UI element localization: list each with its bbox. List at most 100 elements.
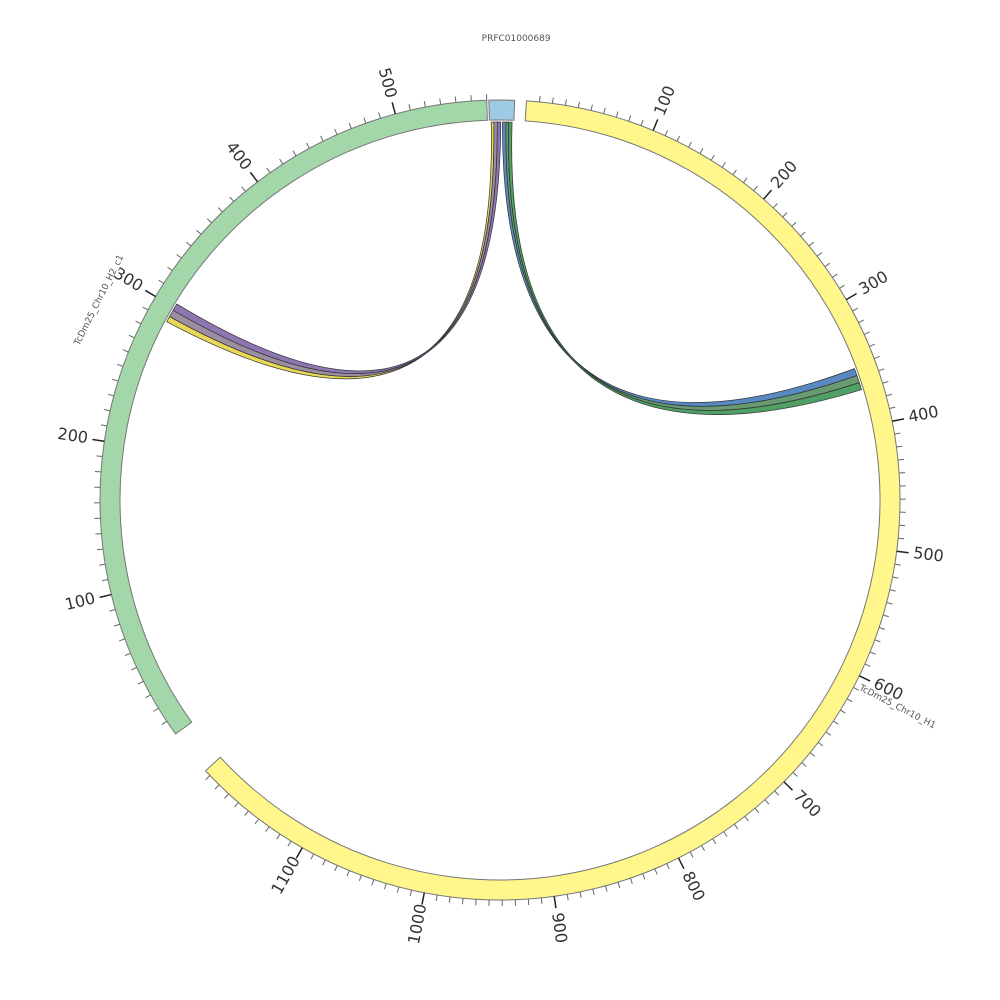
minor-tick-h2: [99, 563, 106, 566]
major-tick-h1: [652, 119, 659, 131]
minor-tick-h1: [577, 101, 580, 108]
tick-label-h2: 200: [56, 424, 89, 447]
minor-tick-h2: [131, 666, 137, 671]
minor-tick-h2: [95, 533, 102, 535]
tick-label-h1: 300: [855, 267, 891, 299]
minor-tick-h1: [754, 807, 760, 814]
major-tick-h1: [858, 675, 871, 682]
minor-tick-h1: [863, 331, 870, 335]
minor-tick-h1: [898, 537, 905, 540]
minor-tick-h1: [699, 148, 704, 154]
minor-tick-h1: [808, 241, 814, 247]
major-tick-h1: [896, 550, 909, 554]
minor-tick-h2: [408, 104, 411, 111]
minor-tick-h2: [137, 680, 144, 685]
minor-tick-h2: [100, 424, 107, 427]
minor-tick-h1: [869, 651, 876, 655]
minor-tick-h1: [244, 810, 249, 816]
tick-label-h1: 500: [912, 543, 945, 566]
link-ribbon-1: [169, 121, 498, 377]
minor-tick-h2: [229, 196, 235, 202]
minor-tick-h2: [363, 117, 367, 124]
major-tick-h1: [421, 892, 426, 905]
minor-tick-h2: [320, 135, 324, 142]
minor-tick-h1: [712, 838, 717, 845]
minor-tick-h2: [292, 150, 297, 157]
minor-tick-h1: [409, 889, 412, 897]
minor-tick-h2: [348, 122, 352, 129]
minor-tick-h2: [306, 142, 310, 149]
minor-tick-h1: [629, 877, 633, 884]
minor-tick-h1: [723, 831, 728, 837]
minor-tick-h2: [135, 320, 142, 325]
minor-tick-h1: [832, 273, 838, 278]
minor-tick-h2: [334, 128, 338, 135]
segment-h1: [204, 100, 901, 901]
minor-tick-h1: [334, 865, 338, 872]
minor-tick-h2: [119, 638, 126, 642]
minor-tick-h1: [205, 775, 211, 781]
minor-tick-h1: [287, 840, 292, 847]
minor-tick-h1: [878, 626, 885, 630]
minor-tick-h1: [764, 799, 770, 805]
major-tick-h2: [92, 438, 105, 442]
minor-tick-h1: [224, 793, 229, 799]
minor-tick-h1: [676, 135, 681, 142]
minor-tick-h1: [540, 897, 543, 904]
minor-tick-h1: [254, 818, 260, 825]
minor-tick-h1: [664, 130, 669, 136]
minor-tick-h1: [628, 115, 632, 122]
major-tick-h1: [553, 896, 557, 909]
minor-tick-h1: [214, 784, 220, 790]
minor-tick-h1: [346, 870, 350, 877]
minor-tick-h1: [462, 898, 464, 905]
minor-tick-h2: [113, 623, 120, 627]
minor-tick-h1: [772, 203, 778, 209]
minor-tick-h2: [107, 393, 114, 397]
minor-tick-h1: [592, 888, 595, 896]
minor-tick-h1: [710, 154, 715, 161]
major-tick-h2: [99, 593, 112, 599]
minor-tick-h1: [874, 639, 881, 643]
minor-tick-h1: [617, 882, 621, 889]
segment-prfc: [488, 99, 516, 121]
minor-tick-h1: [552, 97, 554, 104]
minor-tick-h1: [894, 432, 901, 435]
tick-label-h2: 400: [222, 138, 256, 174]
minor-tick-h1: [322, 859, 326, 866]
major-tick-h1: [677, 857, 685, 870]
minor-tick-h1: [864, 663, 871, 667]
minor-tick-h1: [396, 886, 400, 893]
minor-tick-h1: [801, 762, 807, 767]
tick-label-h1: 100: [650, 83, 679, 118]
minor-tick-h2: [266, 167, 271, 173]
tick-label-h2: 500: [375, 66, 401, 100]
minor-tick-h1: [852, 307, 859, 312]
minor-tick-h1: [869, 343, 876, 347]
minor-tick-h1: [791, 221, 797, 227]
minor-tick-h2: [439, 98, 442, 105]
tick-label-h1: 200: [767, 157, 801, 192]
tick-label-h1: 1100: [267, 853, 304, 898]
minor-tick-h2: [112, 378, 119, 382]
minor-tick-h2: [378, 112, 381, 119]
minor-tick-h1: [889, 589, 896, 592]
minor-tick-h1: [689, 851, 694, 858]
tick-label-h1: 700: [790, 786, 825, 821]
minor-tick-h1: [839, 284, 845, 289]
minor-tick-h1: [858, 319, 865, 324]
minor-tick-h1: [384, 883, 387, 890]
minor-tick-h2: [279, 158, 284, 165]
tick-label-h1: 400: [907, 402, 941, 427]
minor-tick-h1: [640, 119, 644, 126]
minor-tick-h2: [96, 548, 104, 551]
minor-tick-h1: [896, 445, 903, 448]
minor-tick-h1: [733, 823, 739, 830]
minor-tick-h1: [800, 231, 806, 237]
minor-tick-h1: [579, 891, 582, 898]
major-tick-h1: [845, 292, 857, 301]
minor-tick-h1: [897, 458, 905, 461]
minor-tick-h1: [234, 802, 239, 808]
minor-tick-h1: [846, 698, 853, 703]
major-tick-h2: [144, 289, 156, 298]
